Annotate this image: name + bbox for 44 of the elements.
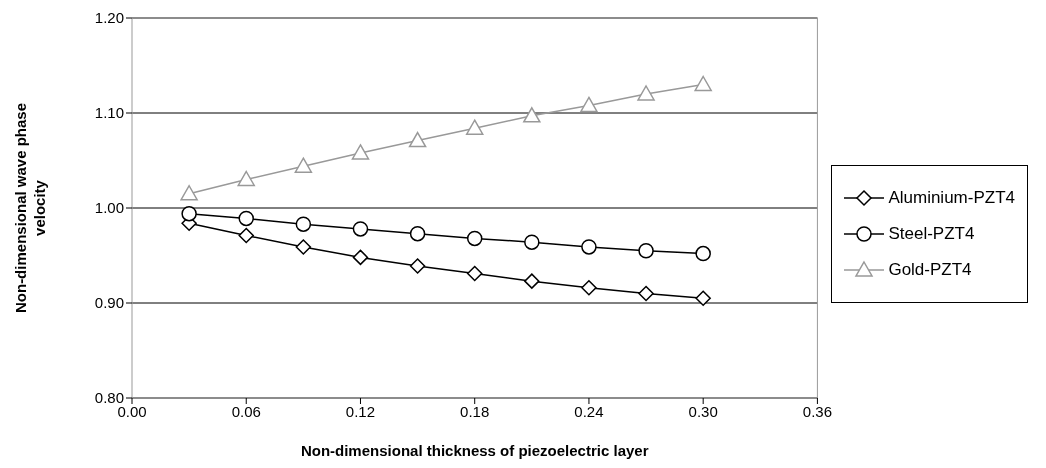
point bbox=[638, 243, 654, 259]
x-tick-label: 0.18 bbox=[460, 402, 490, 420]
point bbox=[408, 131, 427, 148]
point bbox=[638, 285, 654, 302]
legend-label: Steel-PZT4 bbox=[888, 224, 975, 244]
point bbox=[581, 239, 597, 255]
y-tick-label: 1.20 bbox=[94, 9, 124, 27]
x-tick-label: 0.24 bbox=[574, 402, 604, 420]
point bbox=[181, 205, 197, 222]
point bbox=[352, 221, 369, 237]
x-tick-label: 0.06 bbox=[231, 402, 261, 420]
point bbox=[580, 96, 598, 113]
point bbox=[695, 290, 711, 306]
point bbox=[295, 216, 312, 232]
y-tick-label: 0.90 bbox=[94, 294, 124, 312]
y-tick-label: 1.00 bbox=[94, 199, 124, 217]
point bbox=[465, 119, 484, 135]
point bbox=[352, 249, 369, 266]
point bbox=[237, 170, 255, 187]
point bbox=[409, 258, 426, 274]
point bbox=[351, 144, 370, 160]
point bbox=[294, 157, 313, 173]
y-tick-label: 1.10 bbox=[94, 104, 124, 122]
point bbox=[524, 273, 540, 289]
point bbox=[637, 85, 655, 101]
x-tick-label: 0.36 bbox=[802, 402, 833, 420]
point bbox=[180, 185, 198, 201]
x-axis-title: Non-dimensional thickness of piezoelectric layer bbox=[300, 442, 649, 459]
y-axis-title: Non-dimensional wave phase velocity bbox=[12, 102, 48, 314]
point bbox=[523, 107, 541, 123]
point bbox=[466, 230, 483, 247]
point bbox=[524, 234, 540, 250]
point bbox=[238, 227, 254, 244]
x-tick-label: 0.30 bbox=[688, 402, 718, 420]
point bbox=[238, 210, 254, 227]
legend-label: Aluminium-PZT4 bbox=[888, 188, 1015, 208]
point bbox=[694, 75, 712, 92]
point bbox=[466, 265, 483, 282]
x-tick-label: 0.12 bbox=[345, 402, 376, 420]
legend-label: Gold-PZT4 bbox=[888, 260, 972, 280]
point bbox=[695, 245, 711, 262]
point bbox=[409, 225, 426, 242]
point bbox=[295, 239, 312, 255]
point bbox=[581, 280, 597, 296]
